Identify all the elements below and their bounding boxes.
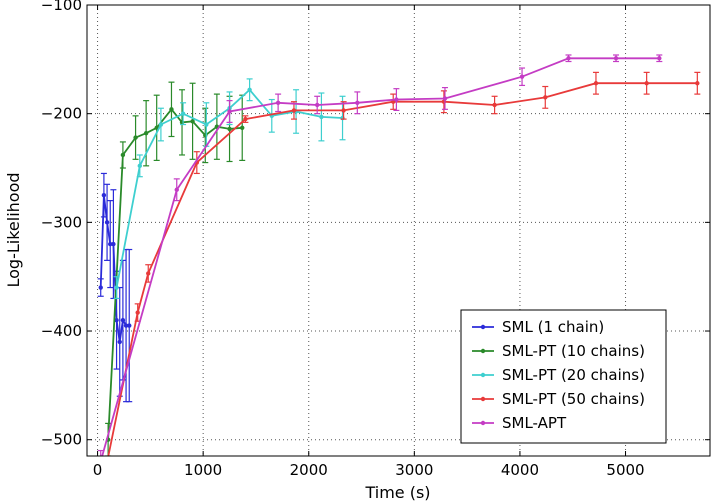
data-point (120, 152, 126, 158)
legend-marker (480, 348, 486, 354)
data-point (114, 317, 119, 323)
data-point (247, 87, 252, 92)
data-point (104, 220, 110, 225)
data-point (103, 470, 107, 474)
data-point (133, 135, 138, 140)
legend-marker (480, 324, 486, 330)
data-point (442, 96, 448, 101)
data-point (158, 122, 164, 127)
legend-entry: SML-PT (20 chains) (502, 366, 645, 384)
data-point (108, 241, 113, 247)
data-point (111, 241, 116, 247)
data-point (98, 285, 103, 290)
series-3 (103, 71, 701, 474)
series-0 (97, 172, 133, 403)
data-point (143, 131, 149, 136)
data-point (227, 109, 232, 114)
data-point (137, 163, 142, 169)
y-axis-title: Log-Likelihood (4, 172, 23, 287)
y-tick-label: −400 (41, 322, 82, 340)
data-point (146, 271, 151, 276)
x-tick-label: 0 (93, 461, 103, 479)
y-tick-label: −300 (41, 213, 82, 231)
data-point (123, 323, 129, 328)
data-point (314, 102, 320, 108)
x-axis-title: Time (s) (364, 483, 430, 502)
data-point (204, 122, 209, 127)
data-point (566, 56, 571, 61)
series-layer (97, 54, 701, 474)
data-point (120, 317, 126, 323)
x-tick-label: 3000 (395, 461, 433, 479)
series-line (99, 195, 130, 343)
data-point (543, 95, 548, 100)
x-tick-label: 4000 (501, 461, 539, 479)
data-point (394, 97, 399, 102)
data-point (341, 108, 346, 113)
data-point (355, 100, 360, 106)
axis-ticks: 0 1000 2000 3000 4000 5000 −500 −400 −300 −200 −10… (41, 0, 710, 479)
legend-marker (480, 420, 486, 426)
data-point (127, 323, 132, 328)
data-point (492, 102, 497, 108)
data-point (319, 114, 324, 120)
data-point (135, 310, 140, 315)
data-point (180, 111, 186, 116)
data-point (174, 187, 179, 192)
data-point (657, 56, 662, 61)
x-tick-label: 2000 (290, 461, 328, 479)
plot-frame (86, 4, 711, 457)
data-point (291, 108, 297, 113)
legend: SML (1 chain) SML-PT (10 chains) SML-PT (2… (460, 309, 667, 444)
legend-box (460, 309, 667, 444)
x-tick-label: 1000 (184, 461, 222, 479)
data-point (243, 116, 248, 122)
y-tick-label: −100 (41, 0, 82, 14)
data-point (117, 339, 122, 345)
y-tick-label: −500 (41, 431, 82, 449)
data-point (695, 81, 700, 86)
legend-entry: SML-PT (10 chains) (502, 342, 645, 360)
series-line (107, 82, 698, 456)
data-point (114, 285, 119, 290)
data-point (613, 56, 619, 61)
data-point (101, 192, 107, 198)
data-point (169, 107, 174, 112)
series-line (101, 57, 660, 456)
data-point (593, 81, 599, 86)
legend-entry: SML-PT (50 chains) (502, 390, 645, 408)
data-point (227, 126, 232, 132)
data-point (240, 125, 245, 131)
x-tick-label: 5000 (606, 461, 644, 479)
series-4 (97, 54, 663, 456)
data-point (275, 100, 281, 106)
y-tick-label: −200 (41, 105, 82, 123)
data-point (519, 74, 525, 79)
legend-marker (480, 396, 486, 402)
data-point (190, 119, 195, 124)
data-point (644, 81, 649, 86)
legend-entry: SML-APT (502, 414, 567, 432)
legend-entry: SML (1 chain) (502, 318, 604, 336)
legend-marker (480, 372, 486, 378)
